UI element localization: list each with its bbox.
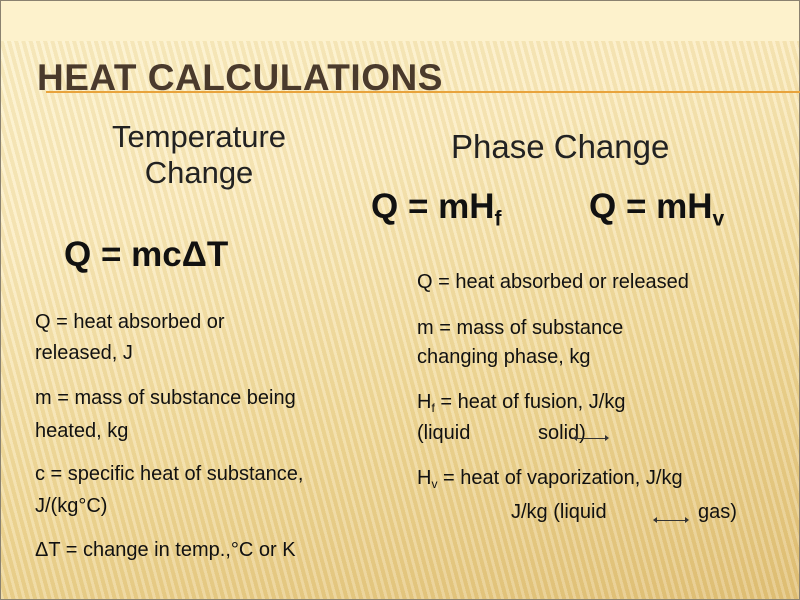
definition-line: released, J xyxy=(35,342,133,364)
definition-line: J/(kg°C) xyxy=(35,495,108,517)
definition-line: Hf = heat of fusion, J/kg xyxy=(417,391,625,415)
fusion-equation: Q = mHf xyxy=(371,187,502,231)
equation-subscript: v xyxy=(712,207,725,231)
definition-line: Q = heat absorbed or xyxy=(35,311,225,333)
definition-line: heated, kg xyxy=(35,420,129,442)
symbol-subscript: f xyxy=(431,401,435,416)
definition-line: (liquid xyxy=(417,422,471,444)
definition-line: solid) xyxy=(538,422,586,444)
equation-base: Q = mH xyxy=(589,187,713,226)
definition-line: J/kg (liquid xyxy=(511,501,607,523)
definition-line: c = specific heat of substance, xyxy=(35,463,304,485)
heading-line: Temperature xyxy=(111,119,287,154)
definition-line: gas) xyxy=(698,501,737,523)
symbol: H xyxy=(417,467,432,489)
definition-line: m = mass of substance xyxy=(417,317,624,339)
equation-base: Q = mH xyxy=(371,187,495,226)
double-arrow-icon xyxy=(573,435,609,441)
symbol: H xyxy=(417,391,432,413)
definition-line: Hv = heat of vaporization, J/kg xyxy=(417,467,683,491)
definition-line: Q = heat absorbed or released xyxy=(417,271,689,293)
definition-line: ΔT = change in temp.,°C or K xyxy=(35,539,296,561)
double-arrow-icon xyxy=(653,517,689,523)
vaporization-equation: Q = mHv xyxy=(589,187,724,231)
temperature-equation: Q = mcΔT xyxy=(64,235,229,274)
definition-line: changing phase, kg xyxy=(417,346,591,368)
title-underline xyxy=(46,91,800,93)
temperature-change-heading: Temperature Change xyxy=(83,119,315,191)
definition-text: = heat of fusion, J/kg xyxy=(434,391,626,413)
symbol-subscript: v xyxy=(431,477,438,492)
definition-line: m = mass of substance being xyxy=(35,387,296,409)
phase-change-heading: Phase Change xyxy=(451,128,670,165)
equation-subscript: f xyxy=(494,207,502,231)
heading-line: Change xyxy=(144,155,254,190)
top-band xyxy=(1,1,799,41)
definition-text: = heat of vaporization, J/kg xyxy=(437,467,683,489)
